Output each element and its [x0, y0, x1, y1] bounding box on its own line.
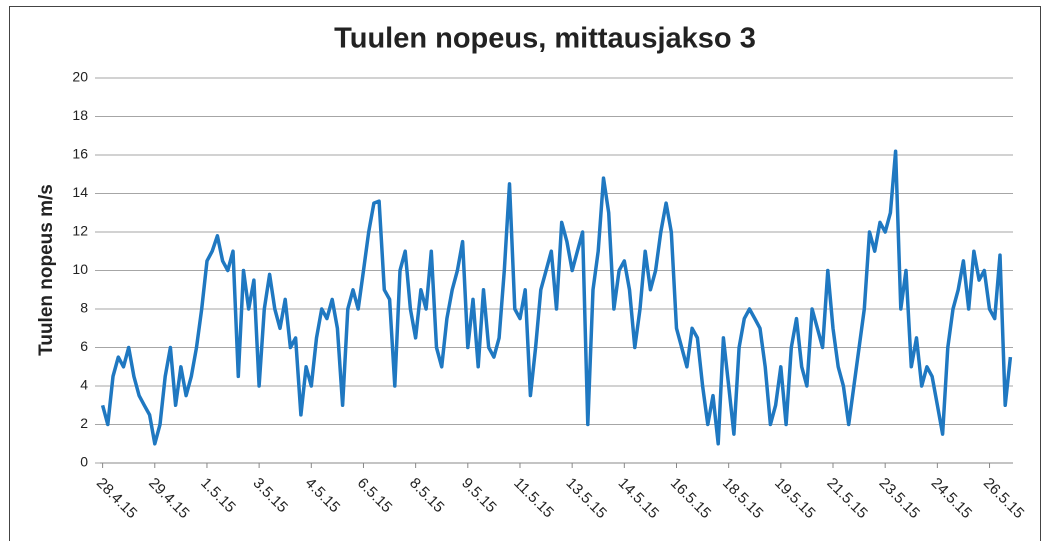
data-line: [100, 149, 1013, 446]
y-tick-label: 4: [80, 377, 88, 393]
chart-title: Tuulen nopeus, mittausjakso 3: [334, 23, 756, 55]
y-tick-label: 10: [72, 261, 88, 277]
y-tick-label: 12: [72, 223, 88, 239]
y-tick-label: 0: [80, 454, 88, 470]
y-tick-label: 14: [72, 184, 88, 200]
y-tick-label: 20: [72, 69, 88, 85]
y-tick-label: 6: [80, 338, 88, 354]
y-tick-label: 2: [80, 415, 88, 431]
y-tick-label: 18: [72, 107, 88, 123]
y-tick-label: 16: [72, 146, 88, 162]
chart-frame: [9, 6, 1041, 541]
y-axis-label: Tuulen nopeus m/s: [36, 184, 57, 356]
y-tick-label: 8: [80, 300, 88, 316]
